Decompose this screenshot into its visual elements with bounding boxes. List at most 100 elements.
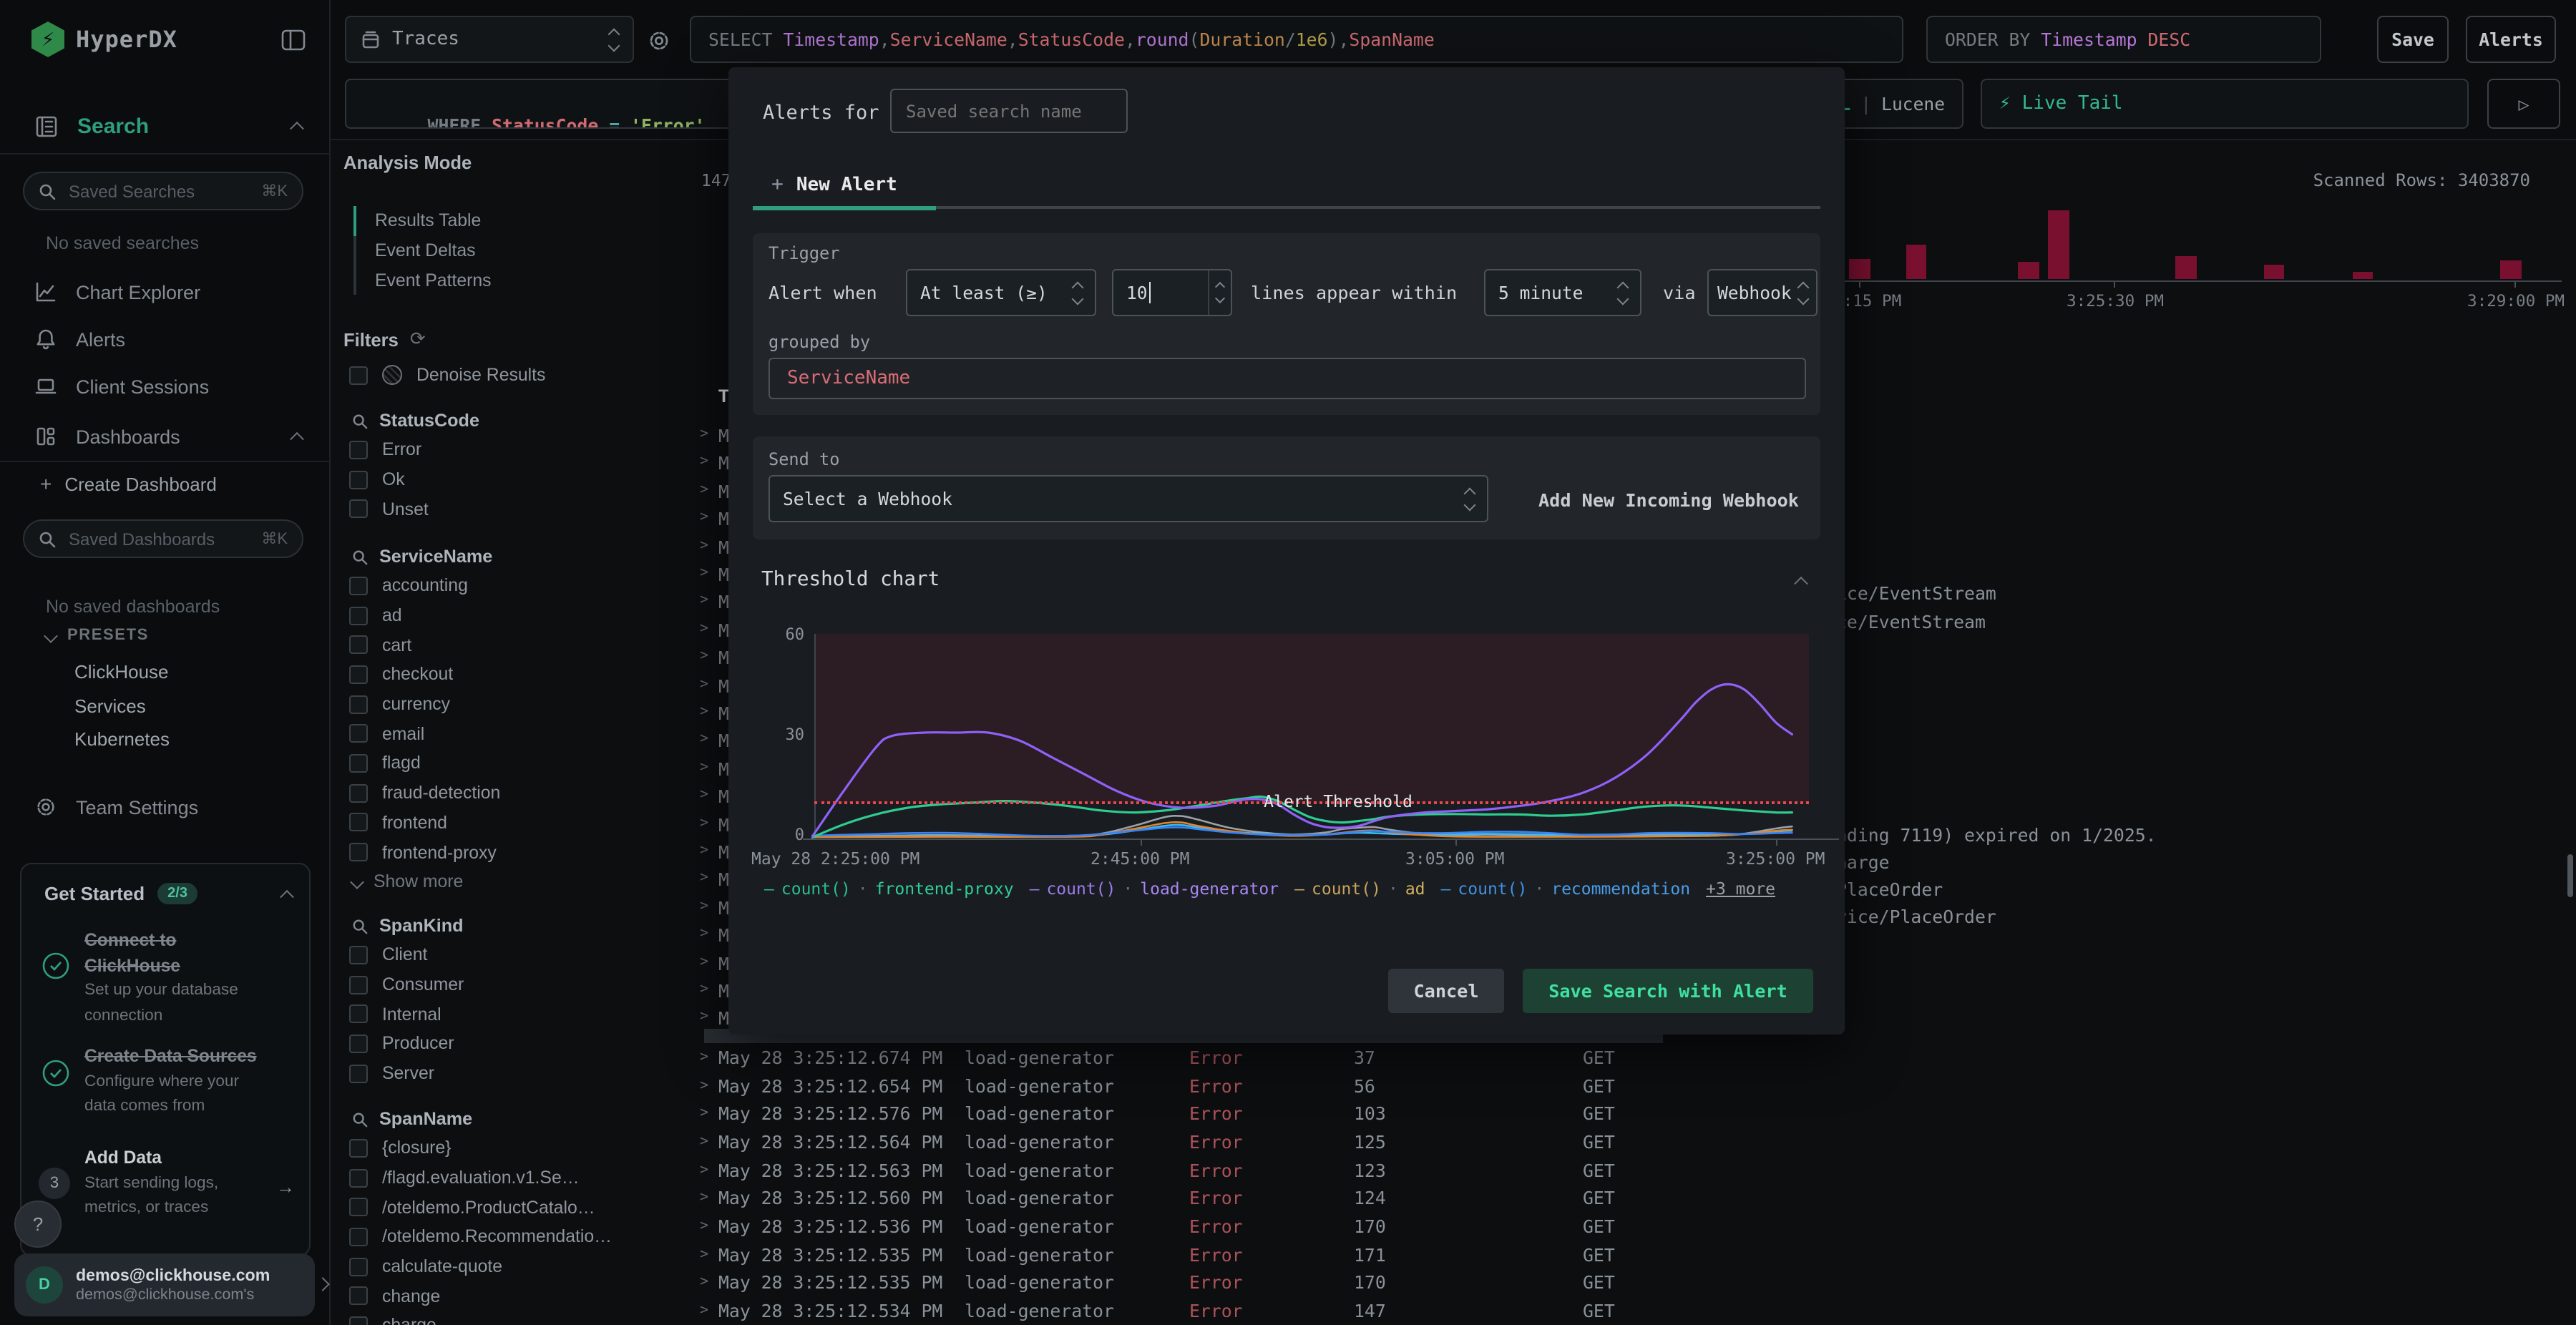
checkbox[interactable] xyxy=(349,1168,368,1188)
play-button[interactable]: ▷ xyxy=(2487,79,2560,129)
analysis-mode-option[interactable]: Event Deltas xyxy=(353,235,690,265)
legend-item[interactable]: — count() · ad xyxy=(1294,879,1425,899)
table-row[interactable]: > May 28 3:25:12.674 PM load-generator E… xyxy=(690,1043,2576,1071)
filter-option[interactable]: Producer xyxy=(329,1029,690,1058)
filter-option[interactable]: ad xyxy=(329,600,690,630)
checkbox[interactable] xyxy=(349,440,368,459)
sidebar-item-team-settings[interactable]: Team Settings xyxy=(34,796,198,818)
checkbox[interactable] xyxy=(349,695,368,714)
checkbox[interactable] xyxy=(349,843,368,862)
filter-option[interactable]: calculate-quote xyxy=(329,1252,690,1281)
collapse-sidebar-icon[interactable] xyxy=(279,26,308,59)
threshold-value-input[interactable]: 10 xyxy=(1112,269,1232,316)
cancel-button[interactable]: Cancel xyxy=(1388,969,1504,1013)
filter-option[interactable]: charge xyxy=(329,1311,690,1325)
tab-new-alert[interactable]: + New Alert xyxy=(771,173,897,196)
expand-row-icon[interactable]: > xyxy=(700,1274,709,1291)
checkbox[interactable] xyxy=(349,1138,368,1158)
search-icon[interactable] xyxy=(352,413,368,429)
analysis-mode-option[interactable]: Event Patterns xyxy=(353,265,690,295)
preset-item[interactable]: Kubernetes xyxy=(74,723,170,756)
checkbox[interactable] xyxy=(349,366,368,385)
table-row[interactable]: > May 28 3:25:12.534 PM load-generator E… xyxy=(690,1296,2576,1324)
filter-option[interactable]: currency xyxy=(329,690,690,719)
select-clause-input[interactable]: SELECT Timestamp, ServiceName, StatusCode,… xyxy=(690,16,1903,63)
filter-option[interactable]: fraud-detection xyxy=(329,778,690,808)
save-button[interactable]: Save xyxy=(2377,16,2449,63)
saved-searches-field[interactable] xyxy=(66,180,252,202)
checkbox[interactable] xyxy=(349,724,368,743)
number-stepper[interactable] xyxy=(1208,270,1226,315)
checkbox[interactable] xyxy=(349,470,368,489)
checkbox[interactable] xyxy=(349,1227,368,1246)
collapse-chart-icon[interactable] xyxy=(1794,576,1808,591)
checkbox[interactable] xyxy=(349,1004,368,1024)
filter-option[interactable]: accounting xyxy=(329,571,690,600)
table-row[interactable]: > May 28 3:25:12.564 PM load-generator E… xyxy=(690,1128,2576,1155)
channel-select[interactable]: Webhook xyxy=(1707,269,1818,316)
order-by-input[interactable]: ORDER BY Timestamp DESC xyxy=(1926,16,2321,63)
preset-item[interactable]: Services xyxy=(74,689,170,723)
checkbox[interactable] xyxy=(349,499,368,519)
saved-dashboards-input[interactable]: ⌘K xyxy=(23,519,303,558)
checkbox[interactable] xyxy=(349,753,368,773)
legend-item[interactable]: — count() · frontend-proxy xyxy=(764,879,1014,899)
filter-option[interactable]: {closure} xyxy=(329,1133,690,1163)
checkbox[interactable] xyxy=(349,1257,368,1276)
alerts-button[interactable]: Alerts xyxy=(2466,16,2556,63)
table-row[interactable]: > May 28 3:25:12.654 PM load-generator E… xyxy=(690,1071,2576,1099)
sidebar-item-alerts[interactable]: Alerts xyxy=(34,328,125,351)
threshold-type-select[interactable]: At least (≥) xyxy=(906,269,1096,316)
chevron-right-icon[interactable] xyxy=(316,1277,330,1291)
checkbox[interactable] xyxy=(349,783,368,803)
expand-row-icon[interactable]: > xyxy=(700,1077,709,1094)
checkbox[interactable] xyxy=(349,945,368,964)
filter-option[interactable]: Client xyxy=(329,940,690,969)
sidebar-item-client-sessions[interactable]: Client Sessions xyxy=(34,375,209,398)
sidebar-item-dashboards[interactable]: Dashboards xyxy=(34,425,304,448)
table-row[interactable]: > May 28 3:25:12.536 PM load-generator E… xyxy=(690,1212,2576,1240)
expand-row-icon[interactable]: > xyxy=(700,1162,709,1178)
expand-row-icon[interactable]: > xyxy=(700,1246,709,1263)
filter-option[interactable]: /flagd.evaluation.v1.Se… xyxy=(329,1163,690,1192)
expand-row-icon[interactable]: > xyxy=(700,1218,709,1234)
search-icon[interactable] xyxy=(352,1111,368,1127)
chevron-up-icon[interactable] xyxy=(280,889,294,904)
expand-row-icon[interactable]: > xyxy=(700,1303,709,1319)
checkbox[interactable] xyxy=(349,813,368,832)
filter-option[interactable]: Server xyxy=(329,1059,690,1088)
refresh-icon[interactable]: ⟳ xyxy=(409,328,426,349)
gear-icon[interactable] xyxy=(647,29,671,53)
filter-option[interactable]: email xyxy=(329,719,690,748)
legend-item[interactable]: — count() · load-generator xyxy=(1030,879,1279,899)
table-row[interactable]: > May 28 3:25:12.563 PM load-generator E… xyxy=(690,1156,2576,1184)
filter-option[interactable]: change xyxy=(329,1281,690,1311)
analysis-mode-option[interactable]: Results Table xyxy=(353,206,690,235)
checkbox[interactable] xyxy=(349,635,368,655)
checkbox[interactable] xyxy=(349,1064,368,1083)
webhook-select[interactable]: Select a Webhook xyxy=(769,475,1488,522)
help-button[interactable]: ? xyxy=(14,1201,62,1248)
show-more-button[interactable]: Show more xyxy=(329,867,690,896)
filter-option[interactable]: /oteldemo.Recommendatio… xyxy=(329,1222,690,1251)
get-started-step-3[interactable]: Add Data Start sending logs, metrics, or… xyxy=(84,1146,218,1221)
create-dashboard-button[interactable]: + Create Dashboard xyxy=(40,472,217,495)
sidebar-item-chart-explorer[interactable]: Chart Explorer xyxy=(34,280,200,303)
checkbox[interactable] xyxy=(349,576,368,595)
search-icon[interactable] xyxy=(352,549,368,564)
saved-searches-input[interactable]: ⌘K xyxy=(23,172,303,210)
expand-row-icon[interactable]: > xyxy=(700,1049,709,1065)
time-window-select[interactable]: 5 minute xyxy=(1484,269,1641,316)
user-menu[interactable]: D demos@clickhouse.com demos@clickhouse.… xyxy=(14,1253,315,1316)
legend-more-button[interactable]: +3 more xyxy=(1706,879,1776,899)
add-webhook-button[interactable]: Add New Incoming Webhook xyxy=(1538,489,1799,511)
legend-item[interactable]: — count() · recommendation xyxy=(1441,879,1691,899)
expand-row-icon[interactable]: > xyxy=(700,1190,709,1206)
filter-option[interactable]: Unset xyxy=(329,494,690,524)
filter-option[interactable]: Error xyxy=(329,435,690,464)
search-icon[interactable] xyxy=(352,918,368,934)
denoise-toggle[interactable]: Denoise Results xyxy=(329,361,690,390)
source-select[interactable]: Traces xyxy=(345,16,634,63)
filter-option[interactable]: Consumer xyxy=(329,969,690,999)
checkbox[interactable] xyxy=(349,1286,368,1306)
